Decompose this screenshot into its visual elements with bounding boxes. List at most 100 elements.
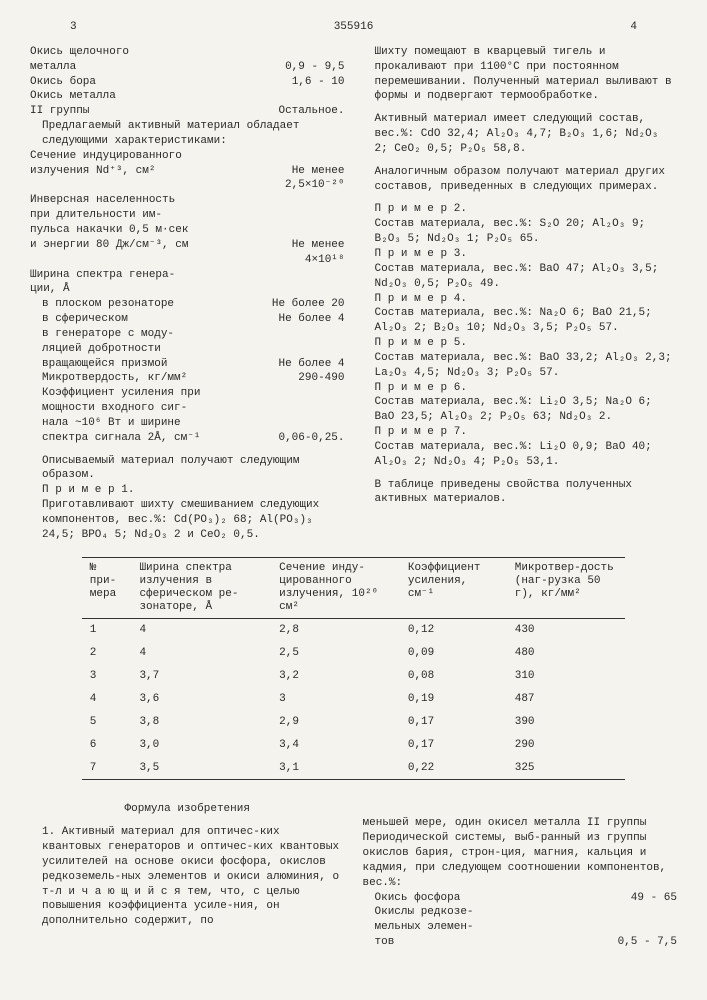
table-cell: 6: [82, 734, 132, 757]
spec-label: мощности входного сиг-: [42, 401, 339, 416]
table-cell: 2,9: [271, 711, 400, 734]
table-cell: 390: [507, 711, 626, 734]
table-row: 63,03,40,17290: [82, 734, 625, 757]
spec-value: [339, 386, 345, 401]
table-col-head: № при-мера: [82, 557, 132, 619]
right-para-3: Аналогичным образом получают материал др…: [363, 165, 678, 195]
table-cell: 0,17: [400, 711, 507, 734]
spec-label: и энергии 80 Дж/см⁻³, см: [30, 238, 286, 253]
table-cell: 0,09: [400, 642, 507, 665]
spec-label: II группы: [30, 104, 272, 119]
table-row: 53,82,90,17390: [82, 711, 625, 734]
spec-label: Сечение индуцированного: [30, 149, 339, 164]
example-2-head: П р и м е р 2.: [363, 202, 678, 217]
table-col-head: Микротвер-дость (наг-рузка 50 г), кг/мм²: [507, 557, 626, 619]
spec-value: 2,5×10⁻²⁰: [279, 178, 344, 193]
table-cell: 2: [82, 642, 132, 665]
table-cell: 4: [131, 642, 271, 665]
right-column: Шихту помещают в кварцевый тигель и прок…: [363, 45, 678, 543]
table-cell: 4: [82, 688, 132, 711]
spec-value: [339, 268, 345, 283]
spec-label: излучения Nd⁺³, см²: [30, 164, 286, 179]
table-cell: 487: [507, 688, 626, 711]
table-cell: 3,0: [131, 734, 271, 757]
table-row: 142,80,12430: [82, 619, 625, 642]
example-7-body: Состав материала, вес.%: Li₂O 0,9; BaO 4…: [363, 440, 678, 470]
spec-label: Окись металла: [30, 89, 339, 104]
table-cell: 325: [507, 757, 626, 780]
example-1-body: Приготавливают шихту смешиванием следующ…: [30, 498, 345, 543]
spec-value: 0,9 - 9,5: [279, 60, 344, 75]
spec-value: [339, 193, 345, 208]
page-col-right: 4: [630, 20, 637, 35]
table-cell: 480: [507, 642, 626, 665]
spec-value: [339, 89, 345, 104]
example-4-body: Состав материала, вес.%: Na₂O 6; BaO 21,…: [363, 306, 678, 336]
properties-table: № при-мераШирина спектра излучения в сфе…: [82, 557, 625, 781]
spec-label: пульса накачки 0,5 м·сек: [30, 223, 339, 238]
table-cell: 2,8: [271, 619, 400, 642]
spec-value: [339, 342, 345, 357]
table-cell: 430: [507, 619, 626, 642]
spec-label: Инверсная населенность: [30, 193, 339, 208]
spec-value: [671, 920, 677, 935]
spec-value: [339, 327, 345, 342]
table-row: 242,50,09480: [82, 642, 625, 665]
example-3-body: Состав материала, вес.%: BaO 47; Al₂O₃ 3…: [363, 262, 678, 292]
spec-label: в плоском резонаторе: [42, 297, 266, 312]
spec-value: [339, 149, 345, 164]
spec-label: Окислы редкозе-: [375, 905, 672, 920]
spec-label: Окись фосфора: [375, 891, 625, 906]
table-cell: 1: [82, 619, 132, 642]
spec-label: нала ~10⁶ Вт и ширине: [42, 416, 339, 431]
table-cell: 0,17: [400, 734, 507, 757]
left-para-1: Предлагаемый активный материал обладает …: [30, 119, 345, 149]
formula-left: 1. Активный материал для оптичес-ких ква…: [30, 825, 345, 929]
spec-value: 1,6 - 10: [286, 75, 345, 90]
spec-label: Микротвердость, кг/мм²: [42, 371, 292, 386]
spec-label: тов: [375, 935, 612, 950]
example-1-head: П р и м е р 1.: [30, 483, 345, 498]
spec-value: 0,06-0,25.: [272, 431, 344, 446]
formula-heading: Формула изобретения: [30, 802, 345, 817]
table-cell: 3: [271, 688, 400, 711]
spec-label: Ширина спектра генера-: [30, 268, 339, 283]
table-cell: 0,22: [400, 757, 507, 780]
table-row: 73,53,10,22325: [82, 757, 625, 780]
spec-label: ляцией добротности: [42, 342, 339, 357]
spec-label: Окись бора: [30, 75, 286, 90]
table-cell: 2,5: [271, 642, 400, 665]
table-cell: 0,12: [400, 619, 507, 642]
formula-right-1: меньшей мере, один окисел металла II гру…: [363, 816, 678, 890]
spec-label: вращающейся призмой: [42, 357, 272, 372]
page-header: 3 355916 4: [30, 20, 677, 35]
table-cell: 310: [507, 665, 626, 688]
table-cell: 3,2: [271, 665, 400, 688]
formula-columns: Формула изобретения 1. Активный материал…: [30, 794, 677, 950]
table-row: 33,73,20,08310: [82, 665, 625, 688]
spec-label: Окись щелочного: [30, 45, 339, 60]
spec-value: [339, 223, 345, 238]
spec-value: Не более 20: [266, 297, 345, 312]
page-col-left: 3: [70, 20, 77, 35]
spec-label: спектра сигнала 2Å, см⁻¹: [42, 431, 272, 446]
example-3-head: П р и м е р 3.: [363, 247, 678, 262]
spec-value: Не более 4: [272, 357, 344, 372]
spec-label: при длительности им-: [30, 208, 339, 223]
example-5-body: Состав материала, вес.%: BaO 33,2; Al₂O₃…: [363, 351, 678, 381]
spec-value: [339, 401, 345, 416]
table-col-head: Сечение инду-цированного излучения, 10²⁰…: [271, 557, 400, 619]
table-cell: 5: [82, 711, 132, 734]
spec-label: ции, Å: [30, 282, 339, 297]
spec-label: в генераторе с моду-: [42, 327, 339, 342]
spec-value: Не более 4: [272, 312, 344, 327]
example-5-head: П р и м е р 5.: [363, 336, 678, 351]
right-para-2: Активный материал имеет следующий состав…: [363, 112, 678, 157]
table-cell: 3,1: [271, 757, 400, 780]
table-cell: 0,08: [400, 665, 507, 688]
table-cell: 3,8: [131, 711, 271, 734]
spec-value: [339, 208, 345, 223]
table-row: 43,630,19487: [82, 688, 625, 711]
spec-value: 4×10¹⁸: [299, 253, 345, 268]
spec-value: Не менее: [286, 164, 345, 179]
